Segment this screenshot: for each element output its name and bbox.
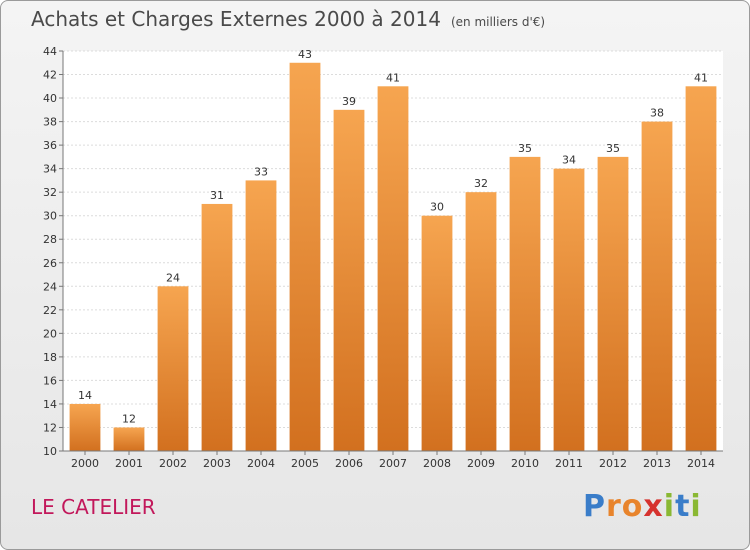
logo-letter: r xyxy=(606,489,622,524)
y-tick-label: 24 xyxy=(43,280,57,293)
bar xyxy=(421,215,453,451)
data-label: 30 xyxy=(430,201,444,214)
data-label: 24 xyxy=(166,271,180,284)
place-name: LE CATELIER xyxy=(31,495,156,519)
chart-title: Achats et Charges Externes 2000 à 2014 (e… xyxy=(31,7,545,31)
x-tick-label: 2011 xyxy=(555,457,583,470)
bar xyxy=(597,156,629,451)
y-tick-label: 32 xyxy=(43,186,57,199)
x-tick-label: 2002 xyxy=(159,457,187,470)
data-label: 33 xyxy=(254,165,268,178)
y-tick-label: 20 xyxy=(43,327,57,340)
y-tick-label: 34 xyxy=(43,163,57,176)
bar xyxy=(289,62,321,451)
y-tick-label: 36 xyxy=(43,139,57,152)
chart-title-text: Achats et Charges Externes 2000 à 2014 xyxy=(31,7,441,31)
x-tick-label: 2010 xyxy=(511,457,539,470)
x-tick-label: 2013 xyxy=(643,457,671,470)
x-tick-label: 2006 xyxy=(335,457,363,470)
bar xyxy=(465,192,497,452)
y-tick-label: 38 xyxy=(43,116,57,129)
x-tick-label: 2014 xyxy=(687,457,715,470)
logo-letter: P xyxy=(583,489,606,524)
bar xyxy=(553,168,585,451)
data-label: 41 xyxy=(694,71,708,84)
data-label: 12 xyxy=(122,412,136,425)
bar xyxy=(113,427,145,451)
x-axis: 2000 2001 2002 2003 2004 2005 2006 2007 2008 2009… xyxy=(63,450,723,470)
bar xyxy=(377,86,409,451)
y-tick-label: 18 xyxy=(43,351,57,364)
y-tick-label: 12 xyxy=(43,421,57,434)
x-tick-label: 2001 xyxy=(115,457,143,470)
y-tick-label: 42 xyxy=(43,69,57,82)
bars: 14 12 24 31 33 43 39 41 30 32 35 34 35 38 41 xyxy=(69,48,717,452)
y-tick-label: 40 xyxy=(43,92,57,105)
x-tick-label: 2003 xyxy=(203,457,231,470)
y-tick-label: 44 xyxy=(43,45,57,58)
data-label: 39 xyxy=(342,95,356,108)
y-tick-label: 28 xyxy=(43,233,57,246)
data-label: 35 xyxy=(518,142,532,155)
x-tick-label: 2012 xyxy=(599,457,627,470)
bar xyxy=(685,86,717,451)
data-label: 32 xyxy=(474,177,488,190)
y-tick-label: 30 xyxy=(43,210,57,223)
bar xyxy=(157,286,189,451)
proxiti-logo: Proxiti xyxy=(583,489,702,524)
y-tick-label: 14 xyxy=(43,398,57,411)
bar xyxy=(201,203,233,451)
data-label: 43 xyxy=(298,48,312,61)
data-label: 31 xyxy=(210,189,224,202)
logo-letter: x xyxy=(643,489,664,524)
bar xyxy=(333,109,365,451)
logo-letter: t xyxy=(675,489,691,524)
bar xyxy=(509,156,541,451)
bar xyxy=(245,180,277,452)
logo-letter: o xyxy=(621,489,644,524)
data-label: 14 xyxy=(78,389,92,402)
x-tick-label: 2008 xyxy=(423,457,451,470)
y-axis: 10 12 14 16 18 20 22 24 26 28 30 32 34 36 38 40 42 44 xyxy=(43,45,64,458)
data-label: 41 xyxy=(386,71,400,84)
x-tick-label: 2000 xyxy=(71,457,99,470)
logo-letter: i xyxy=(663,489,676,524)
x-tick-label: 2004 xyxy=(247,457,275,470)
data-label: 34 xyxy=(562,154,576,167)
data-label: 35 xyxy=(606,142,620,155)
bar xyxy=(641,121,673,452)
y-tick-label: 22 xyxy=(43,304,57,317)
x-tick-label: 2007 xyxy=(379,457,407,470)
chart-subtitle: (en milliers d'€) xyxy=(450,15,546,29)
data-label: 38 xyxy=(650,107,664,120)
bar xyxy=(69,403,101,451)
logo-letter: i xyxy=(690,489,702,524)
x-tick-label: 2005 xyxy=(291,457,319,470)
y-tick-label: 26 xyxy=(43,257,57,270)
y-tick-label: 16 xyxy=(43,374,57,387)
y-tick-label: 10 xyxy=(43,445,57,458)
x-tick-label: 2009 xyxy=(467,457,495,470)
